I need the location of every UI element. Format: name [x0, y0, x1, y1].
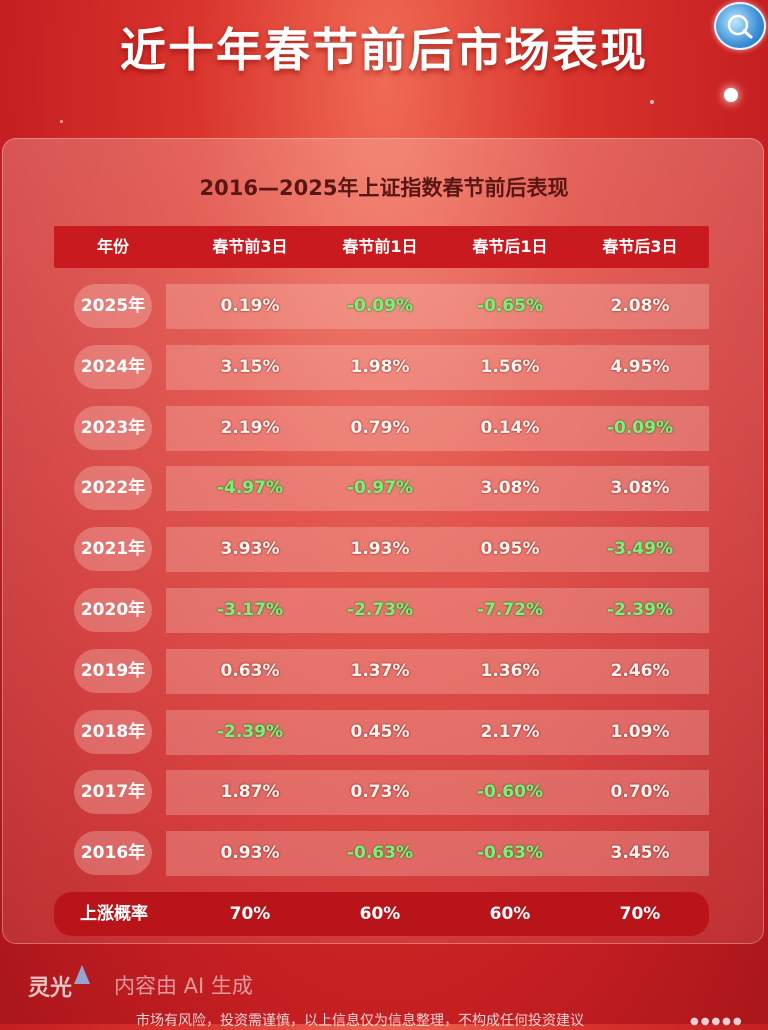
table-cell: 3.08%	[610, 478, 670, 498]
rise-probability-value: 60%	[489, 904, 531, 924]
table-cell: 3.15%	[220, 357, 280, 377]
year-label: 2018年	[74, 710, 152, 754]
column-header-pre3: 春节前3日	[212, 237, 288, 256]
table-cell: 0.14%	[480, 418, 540, 438]
table-cell: 0.45%	[350, 722, 410, 742]
more-dots-icon: ●●●●●	[690, 1016, 744, 1027]
table-cell: 1.37%	[350, 661, 410, 681]
rise-probability-label: 上涨概率	[80, 904, 148, 924]
table-cell: 3.93%	[220, 539, 280, 559]
table-cell: 0.93%	[220, 843, 280, 863]
table-row	[166, 466, 709, 511]
table-cell: -0.63%	[476, 843, 544, 863]
brand-logo-icon	[74, 965, 90, 984]
table-cell: 0.70%	[610, 782, 670, 802]
table-cell: 1.36%	[480, 661, 540, 681]
table-cell: 1.09%	[610, 722, 670, 742]
year-label: 2016年	[74, 831, 152, 875]
table-cell: 2.19%	[220, 418, 280, 438]
table-cell: 1.87%	[220, 782, 280, 802]
table-cell: 0.79%	[350, 418, 410, 438]
table-cell: 3.08%	[480, 478, 540, 498]
table-cell: -2.73%	[346, 600, 414, 620]
table-cell: 3.45%	[610, 843, 670, 863]
table-cell: -0.97%	[346, 478, 414, 498]
page-title: 近十年春节前后市场表现	[120, 23, 648, 77]
column-header-year: 年份	[96, 237, 129, 256]
rise-probability-row: 上涨概率 70% 60% 60% 70%	[54, 892, 709, 936]
table-row	[166, 710, 709, 755]
ai-generated-notice: 内容由 AI 生成	[114, 974, 253, 998]
year-label: 2023年	[74, 406, 152, 450]
table-cell: 1.98%	[350, 357, 410, 377]
table-row	[166, 527, 709, 572]
table-cell: 2.08%	[610, 296, 670, 316]
table-row	[166, 406, 709, 451]
table-cell: 0.19%	[220, 296, 280, 316]
table-cell: -3.17%	[216, 600, 284, 620]
year-label: 2025年	[74, 284, 152, 328]
table-cell: -2.39%	[606, 600, 674, 620]
sparkle-decoration	[650, 100, 654, 104]
year-label: 2021年	[74, 527, 152, 571]
disclaimer-text: 市场有风险，投资需谨慎，以上信息仅为信息整理，不构成任何投资建议	[136, 1013, 584, 1029]
rise-probability-value: 70%	[229, 904, 271, 924]
year-label: 2017年	[74, 770, 152, 814]
brand-logo-text: 灵光	[28, 976, 73, 1001]
sparkle-decoration	[60, 120, 63, 123]
column-header-post1: 春节后1日	[472, 237, 548, 256]
table-cell: 0.73%	[350, 782, 410, 802]
table-row	[166, 588, 709, 633]
table-row	[166, 770, 709, 815]
table-cell: 1.56%	[480, 357, 540, 377]
table-cell: 0.95%	[480, 539, 540, 559]
rise-probability-value: 60%	[359, 904, 401, 924]
table-cell: -0.65%	[476, 296, 544, 316]
table-cell: -2.39%	[216, 722, 284, 742]
table-cell: -0.09%	[606, 418, 674, 438]
table-row	[166, 649, 709, 694]
table-cell: -0.60%	[476, 782, 544, 802]
column-header-pre1: 春节前1日	[342, 237, 418, 256]
table-row	[166, 284, 709, 329]
year-label: 2024年	[74, 345, 152, 389]
sparkle-decoration	[724, 88, 738, 102]
column-header-post3: 春节后3日	[602, 237, 678, 256]
table-cell: 4.95%	[610, 357, 670, 377]
table-subtitle: 2016—2025年上证指数春节前后表现	[199, 176, 569, 200]
year-label: 2020年	[74, 588, 152, 632]
year-label: 2022年	[74, 466, 152, 510]
table-cell: -0.09%	[346, 296, 414, 316]
year-label: 2019年	[74, 649, 152, 693]
table-cell: 0.63%	[220, 661, 280, 681]
table-cell: -3.49%	[606, 539, 674, 559]
table-cell: -0.63%	[346, 843, 414, 863]
app-badge-icon[interactable]	[714, 2, 766, 50]
table-cell: -7.72%	[476, 600, 544, 620]
table-row	[166, 345, 709, 390]
table-cell: 2.17%	[480, 722, 540, 742]
table-cell: -4.97%	[216, 478, 284, 498]
table-header-row: 年份 春节前3日 春节前1日 春节后1日 春节后3日	[54, 226, 709, 268]
table-card	[2, 138, 764, 944]
table-row	[166, 831, 709, 876]
table-cell: 2.46%	[610, 661, 670, 681]
table-cell: 1.93%	[350, 539, 410, 559]
rise-probability-value: 70%	[619, 904, 661, 924]
